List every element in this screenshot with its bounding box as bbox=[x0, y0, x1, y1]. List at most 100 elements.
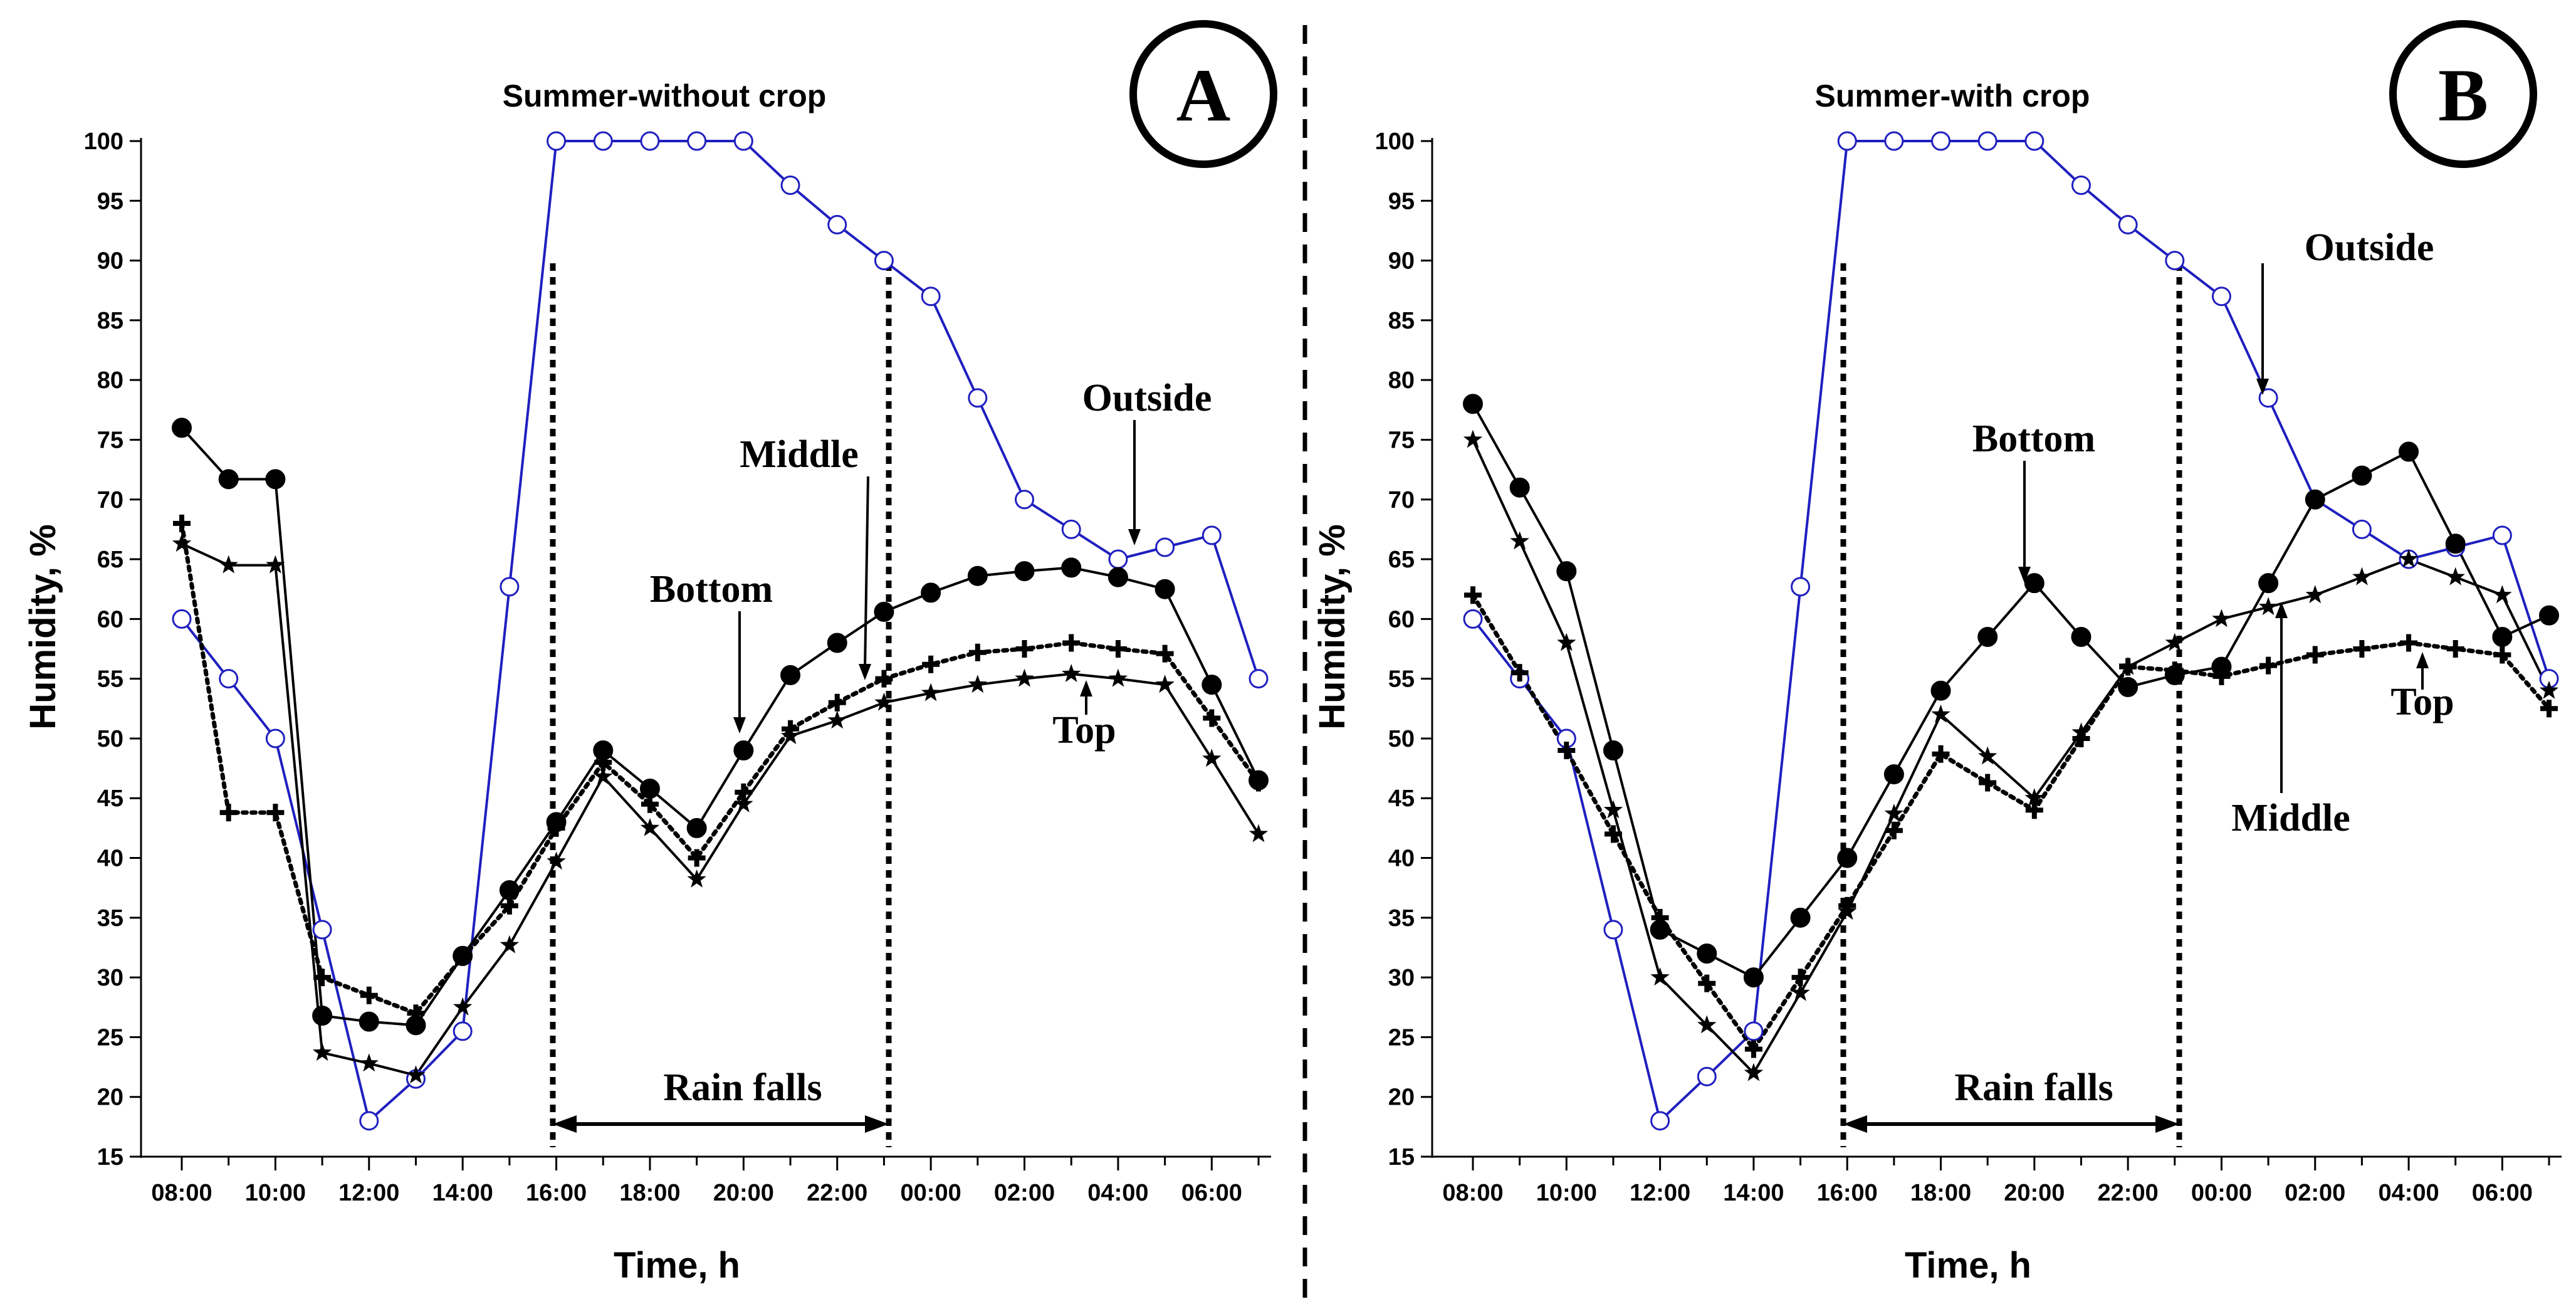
data-point-top-b bbox=[2258, 597, 2278, 616]
data-point-top-b bbox=[1463, 429, 1483, 448]
y-tick-label-a: 70 bbox=[97, 487, 123, 513]
x-tick-label-b: 18:00 bbox=[1910, 1180, 1971, 1206]
data-point-bottom-b bbox=[1603, 740, 1623, 760]
y-tick-label-b: 25 bbox=[1388, 1024, 1415, 1051]
data-point-outside-b bbox=[1697, 1066, 1717, 1086]
data-point-outside-b bbox=[1463, 609, 1483, 629]
data-point-top-a bbox=[921, 683, 941, 702]
data-point-outside-b bbox=[2071, 176, 2091, 196]
data-point-middle-b bbox=[2353, 640, 2371, 658]
series-markers-top-b bbox=[1463, 429, 2559, 1081]
y-tick-label-b: 60 bbox=[1388, 606, 1415, 633]
data-point-bottom-b bbox=[2024, 573, 2045, 594]
annotation-bottom-a: Bottom bbox=[650, 568, 773, 611]
annotation-rain-b: Rain falls bbox=[1954, 1066, 2113, 1109]
data-point-outside-a bbox=[1202, 525, 1222, 545]
data-point-middle-a bbox=[266, 804, 285, 822]
x-tick-label-a: 22:00 bbox=[807, 1180, 867, 1206]
panel-a: 15 20 25 30 35 40 45 50 55 60 65 70 75 80 85 90 95 100 08:… bbox=[23, 20, 1277, 1286]
data-point-outside-b bbox=[1603, 920, 1623, 940]
y-tick-label-b: 30 bbox=[1388, 965, 1415, 991]
data-point-outside-a bbox=[1155, 537, 1175, 557]
data-point-middle-a bbox=[1156, 644, 1174, 663]
y-tick-label-a: 35 bbox=[97, 905, 123, 932]
data-point-bottom-a bbox=[686, 817, 707, 838]
data-point-middle-a bbox=[219, 804, 238, 822]
y-tick-label-b: 65 bbox=[1388, 547, 1415, 573]
series-markers-top-a bbox=[172, 534, 1269, 1084]
data-point-bottom-b bbox=[1837, 848, 1858, 868]
data-point-top-a bbox=[172, 534, 192, 552]
data-point-top-b bbox=[1838, 902, 1857, 920]
data-point-top-a bbox=[312, 1043, 332, 1061]
annotation-arrow-b bbox=[2256, 263, 2269, 395]
data-point-outside-a bbox=[219, 669, 239, 689]
y-tick-label-a: 85 bbox=[97, 308, 123, 334]
data-point-middle-a bbox=[1250, 774, 1267, 792]
data-point-middle-a bbox=[641, 795, 659, 813]
data-point-middle-a bbox=[1109, 640, 1127, 658]
annotation-arrow-head-a bbox=[1080, 680, 1092, 697]
data-point-middle-b bbox=[2493, 646, 2511, 664]
data-point-bottom-b bbox=[2399, 441, 2419, 462]
data-point-outside-a bbox=[1108, 549, 1128, 569]
data-point-outside-a bbox=[968, 388, 988, 408]
data-point-bottom-a bbox=[218, 469, 239, 490]
data-point-bottom-a bbox=[874, 601, 894, 622]
data-point-top-b bbox=[1650, 967, 1670, 986]
data-point-top-b bbox=[2118, 656, 2138, 675]
data-point-middle-a bbox=[1015, 640, 1034, 658]
x-tick-label-b: 04:00 bbox=[2378, 1180, 2439, 1206]
data-point-top-a bbox=[968, 675, 987, 693]
rain-arrow-head-right-a bbox=[865, 1115, 889, 1133]
data-point-bottom-a bbox=[172, 418, 192, 438]
annotation-arrow-b bbox=[2018, 461, 2031, 583]
data-point-top-b bbox=[1510, 531, 1529, 550]
data-point-bottom-b bbox=[2352, 465, 2372, 486]
data-point-top-b bbox=[2539, 680, 2559, 699]
data-point-middle-b bbox=[1511, 664, 1529, 682]
y-tick-label-a: 90 bbox=[97, 248, 123, 275]
data-point-middle-a bbox=[1062, 634, 1081, 652]
data-point-outside-a bbox=[1061, 519, 1081, 539]
data-point-outside-b bbox=[2118, 214, 2138, 234]
data-point-middle-b bbox=[2446, 640, 2464, 658]
data-point-top-a bbox=[219, 555, 238, 574]
data-point-outside-a bbox=[687, 131, 707, 151]
y-tick-label-a: 60 bbox=[97, 606, 123, 633]
x-tick-label-b: 14:00 bbox=[1723, 1180, 1784, 1206]
y-tick-label-a: 30 bbox=[97, 965, 123, 991]
x-tick-label-b: 12:00 bbox=[1630, 1180, 1690, 1206]
data-point-outside-b bbox=[1884, 131, 1904, 151]
data-point-middle-b bbox=[2259, 656, 2278, 675]
series-markers-outside-a bbox=[172, 131, 1269, 1131]
chart-title-a: Summer-without crop bbox=[503, 78, 827, 113]
data-point-top-a bbox=[687, 869, 706, 888]
y-tick-label-a: 75 bbox=[97, 427, 123, 453]
x-tick-label-a: 02:00 bbox=[994, 1180, 1055, 1206]
annotation-top-a: Top bbox=[1052, 709, 1116, 752]
data-point-middle-a bbox=[500, 896, 518, 915]
annotation-arrow-a bbox=[733, 611, 746, 733]
data-point-outside-a bbox=[453, 1021, 473, 1041]
panel-b: 15 20 25 30 35 40 45 50 55 60 65 70 75 80 85 90 95 100 08:… bbox=[1312, 20, 2562, 1286]
data-point-bottom-a bbox=[1154, 579, 1175, 599]
rain-arrow-head-left-a bbox=[553, 1115, 577, 1133]
data-point-middle-b bbox=[1651, 908, 1669, 927]
rain-arrow-head-left-b bbox=[1843, 1115, 1867, 1133]
annotation-outside-a: Outside bbox=[1082, 377, 1212, 419]
data-point-bottom-a bbox=[312, 1006, 333, 1026]
data-point-bottom-b bbox=[2492, 626, 2513, 647]
annotation-arrow-head-b bbox=[2416, 652, 2429, 668]
data-point-outside-a bbox=[500, 577, 520, 597]
data-point-bottom-b bbox=[1883, 764, 1904, 785]
data-point-top-a bbox=[1202, 749, 1222, 767]
y-tick-label-a: 80 bbox=[97, 367, 123, 394]
data-point-bottom-b bbox=[1463, 394, 1483, 414]
x-tick-label-b: 16:00 bbox=[1817, 1180, 1878, 1206]
data-point-outside-b bbox=[1931, 131, 1951, 151]
data-point-top-a bbox=[547, 851, 566, 870]
data-point-middle-b bbox=[1464, 586, 1482, 604]
annotation-bottom-b: Bottom bbox=[1972, 418, 2095, 460]
y-tick-label-b: 55 bbox=[1388, 666, 1415, 693]
